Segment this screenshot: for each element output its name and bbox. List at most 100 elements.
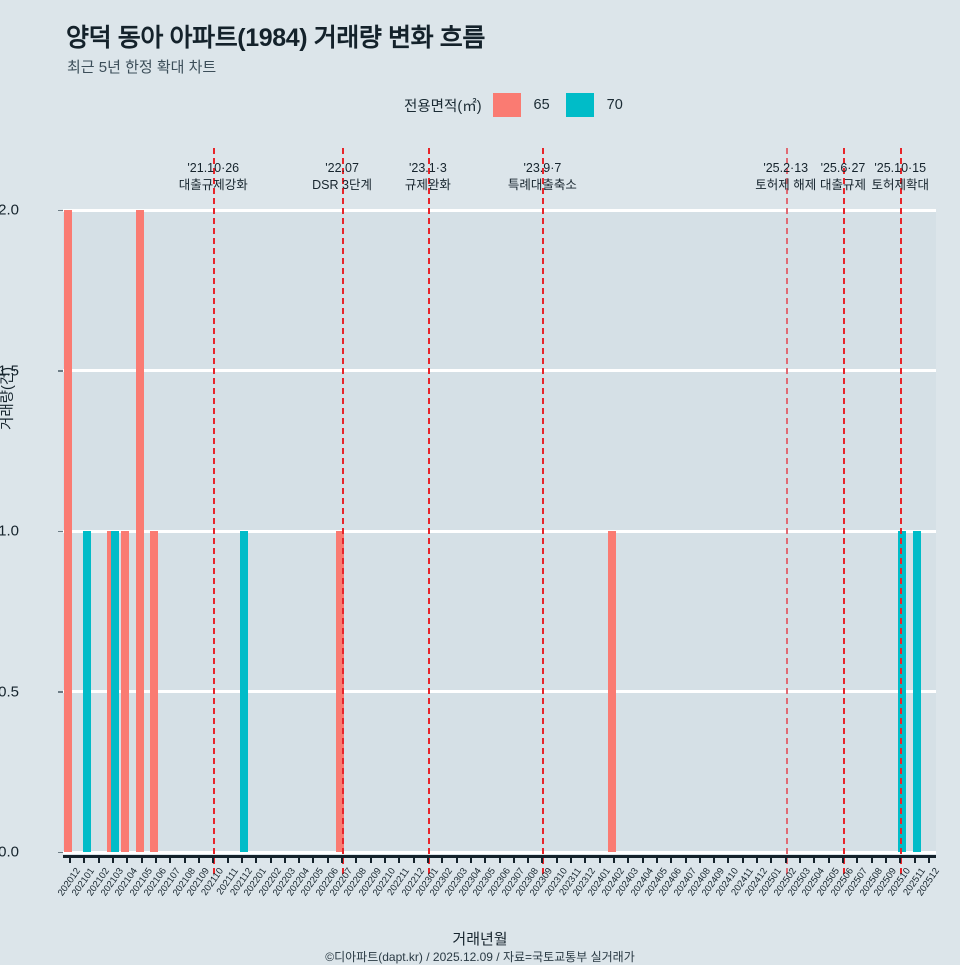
legend-swatch-65 [492, 93, 521, 117]
x-axis-tick-mark [212, 855, 215, 863]
x-axis-tick-mark [541, 855, 544, 863]
y-axis-tick-mark [58, 851, 63, 853]
x-axis-tick-mark [326, 855, 329, 863]
x-axis-tick-mark [570, 855, 573, 863]
x-axis-tick-mark [713, 855, 716, 863]
gridline [63, 529, 936, 533]
event-text: 규제완화 [404, 178, 451, 192]
x-axis-tick-mark [555, 855, 558, 863]
y-axis-tick-label: 1.0 [0, 522, 19, 540]
x-axis-tick-mark [112, 855, 115, 863]
event-text: 토허제 해제 [755, 178, 817, 192]
bar[interactable] [63, 210, 72, 852]
x-axis-tick-mark [698, 855, 701, 863]
x-axis-tick-mark [69, 855, 72, 863]
bar[interactable] [82, 531, 91, 852]
event-annotation: '25.2·13 토허제 해제 [755, 160, 816, 194]
bar[interactable] [912, 531, 921, 852]
x-axis-tick-mark [913, 855, 916, 863]
chart-plot-area [63, 148, 936, 874]
y-axis-tick-mark [58, 530, 63, 532]
event-annotation: '25.10·15 토허제확대 [871, 160, 929, 194]
event-text: DSR 3단계 [312, 178, 372, 192]
x-axis-tick-mark [469, 855, 472, 863]
event-text: 대출규제강화 [178, 178, 248, 192]
y-axis-tick-label: 1.5 [0, 362, 19, 379]
event-marker-line [542, 148, 545, 874]
bar[interactable] [240, 531, 249, 852]
x-axis-tick-mark [426, 855, 429, 863]
x-axis-tick-mark [355, 855, 358, 863]
x-axis-tick-mark [269, 855, 272, 863]
x-axis-tick-mark [684, 855, 687, 863]
x-axis-tick-mark [655, 855, 658, 863]
y-axis-tick-mark [58, 209, 63, 211]
x-axis-tick-mark [598, 855, 601, 863]
x-axis-tick-mark [899, 855, 902, 863]
event-marker-line [785, 148, 788, 874]
event-text: 토허제확대 [871, 178, 929, 192]
x-axis-tick-mark [341, 855, 344, 863]
x-axis-tick-mark [155, 855, 158, 863]
gridline [63, 369, 936, 372]
bar[interactable] [607, 531, 616, 852]
x-axis-tick-mark [83, 855, 86, 863]
x-axis-tick-mark [412, 855, 415, 863]
chart-subtitle: 최근 5년 한정 확대 차트 [67, 59, 217, 76]
bar[interactable] [149, 531, 158, 852]
x-axis-tick-mark [398, 855, 401, 863]
page-title: 양덕 동아 아파트(1984) 거래량 변화 흐름 [66, 24, 485, 52]
x-axis-tick-mark [197, 855, 200, 863]
bar[interactable] [111, 531, 120, 852]
x-axis-tick-mark [727, 855, 730, 863]
chart-footer: ©디아파트(dapt.kr) / 2025.12.09 / 자료=국토교통부 실… [325, 950, 635, 964]
event-text: 대출규제 [819, 178, 866, 192]
x-axis-tick-mark [527, 855, 530, 863]
y-axis-tick-mark [58, 691, 63, 693]
legend-title: 전용면적(㎡) [404, 98, 482, 115]
event-annotation: '21.10·26 대출규제강화 [179, 160, 248, 194]
legend-item-70[interactable]: 70 [565, 93, 623, 117]
event-date: '25.6·27 [820, 161, 866, 175]
event-marker-line [342, 148, 345, 874]
x-axis-tick-mark [927, 855, 930, 863]
x-axis-tick-mark [627, 855, 630, 863]
x-axis-tick-mark [641, 855, 644, 863]
event-marker-line [427, 148, 430, 874]
x-axis-label: 거래년월 [452, 931, 508, 948]
y-axis-tick-label: 0.5 [0, 683, 19, 700]
x-axis-tick-mark [799, 855, 802, 863]
x-axis-tick-mark [670, 855, 673, 863]
x-axis-tick-mark [841, 855, 844, 863]
x-axis-tick-mark [455, 855, 458, 863]
bar[interactable] [121, 531, 130, 852]
event-annotation: '22.07 DSR 3단계 [312, 160, 372, 194]
x-axis-tick-mark [584, 855, 587, 863]
x-axis-tick-mark [512, 855, 515, 863]
x-axis-tick-mark [369, 855, 372, 863]
legend-item-65[interactable]: 65 [492, 93, 550, 117]
bar[interactable] [898, 531, 907, 852]
event-date: '25.10·15 [874, 161, 927, 175]
x-axis-tick-mark [827, 855, 830, 863]
legend-label-65: 65 [533, 97, 550, 113]
x-axis-tick-mark [498, 855, 501, 863]
bar[interactable] [106, 531, 115, 852]
x-axis-tick-mark [784, 855, 787, 863]
gridline [63, 208, 936, 212]
event-date: '25.2·13 [763, 161, 809, 175]
plot-inner [63, 148, 936, 874]
bar[interactable] [135, 210, 144, 852]
x-axis-tick-mark [741, 855, 744, 863]
y-axis-tick-label: 2.0 [0, 201, 19, 219]
legend-swatch-70 [565, 93, 594, 117]
y-axis-tick-mark [58, 370, 63, 372]
y-axis-tick-label: 0.0 [0, 843, 19, 861]
event-marker-line [842, 148, 845, 874]
bar[interactable] [335, 531, 344, 852]
event-annotation: '23.1·3 규제완화 [405, 160, 451, 194]
event-marker-line [213, 148, 216, 874]
x-axis-tick-mark [441, 855, 444, 863]
x-axis-tick-mark [240, 855, 243, 863]
event-text: 특례대출축소 [507, 178, 577, 192]
